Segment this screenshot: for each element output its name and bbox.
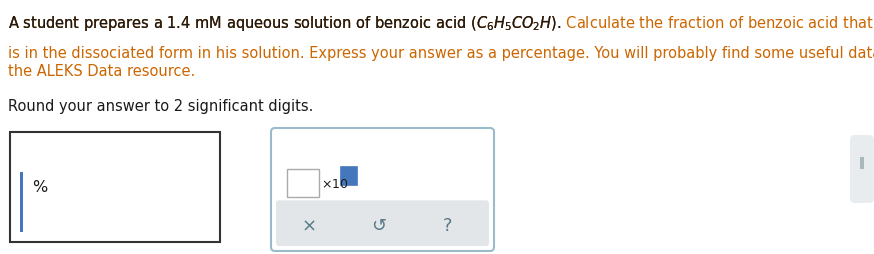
Bar [287, 170, 319, 198]
FancyBboxPatch shape [850, 135, 874, 173]
Text: Round your answer to 2 significant digits.: Round your answer to 2 significant digit… [8, 99, 314, 114]
Text: the ALEKS Data resource.: the ALEKS Data resource. [8, 64, 195, 79]
Text: A student prepares a 1.4 mM aqueous solution of benzoic acid $(C_6H_5CO_2H)$.: A student prepares a 1.4 mM aqueous solu… [8, 14, 562, 33]
Bar [10, 133, 220, 242]
FancyBboxPatch shape [850, 165, 874, 203]
Text: ↺: ↺ [371, 216, 386, 234]
Text: A student prepares a 1.4 mM aqueous solution of benzoic acid $(C_6H_5CO_2H)$.: A student prepares a 1.4 mM aqueous solu… [8, 14, 562, 33]
Text: A student prepares a 1.4 mM aqueous solution of benzoic acid $(C_6H_5CO_2H)$. Ca: A student prepares a 1.4 mM aqueous solu… [8, 14, 874, 33]
Text: %: % [32, 180, 47, 195]
Bar [341, 167, 357, 185]
FancyBboxPatch shape [271, 129, 494, 251]
Bar [860, 157, 864, 169]
Text: ×: × [302, 216, 317, 234]
Text: ?: ? [443, 216, 452, 234]
Bar [20, 172, 23, 232]
Text: is in the dissociated form in his solution. Express your answer as a percentage.: is in the dissociated form in his soluti… [8, 46, 874, 61]
Text: $\times$10: $\times$10 [321, 177, 349, 190]
FancyBboxPatch shape [276, 200, 489, 246]
